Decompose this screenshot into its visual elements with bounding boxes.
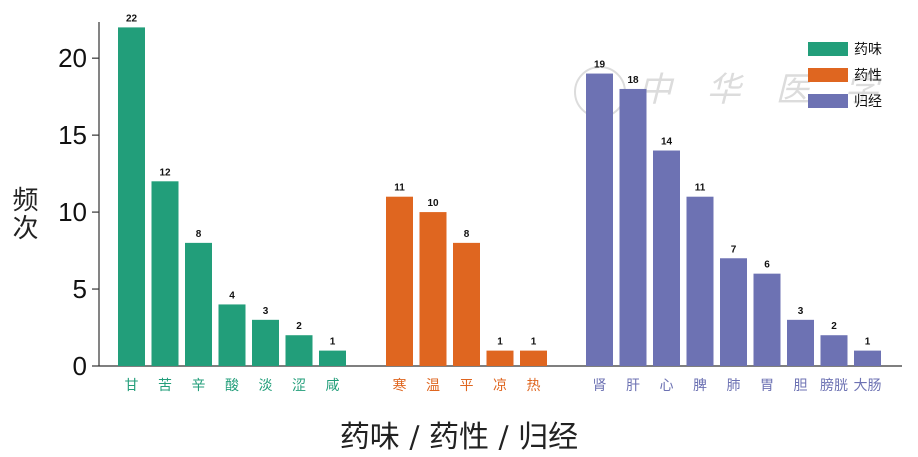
legend-swatch [808,42,848,56]
bar [720,258,747,366]
bar [586,73,613,366]
bar [820,335,848,366]
bar [753,273,781,366]
x-tick-label: 肺 [727,378,741,394]
bar [252,319,279,366]
x-tick-label: 肾 [593,378,607,394]
data-label: 1 [865,337,871,348]
data-label: 2 [831,321,837,332]
x-tick-label: 辛 [192,378,206,394]
x-tick-label: 脾 [693,378,707,394]
data-label: 7 [731,244,737,255]
y-axis-label: 频次 [8,186,38,242]
legend-swatch [808,94,848,108]
bar [520,350,547,366]
data-label: 8 [464,229,470,240]
data-label: 22 [126,13,138,24]
data-label: 3 [263,306,269,317]
data-label: 19 [594,60,606,71]
x-tick-label: 胃 [760,378,774,394]
legend-label: 归经 [854,93,882,110]
bar [118,27,145,367]
bar [285,335,313,366]
bar [653,150,680,366]
x-tick-label: 涩 [292,378,306,394]
y-tick-label: 0 [73,351,87,381]
legend-swatch [808,68,848,82]
data-label: 18 [627,75,639,86]
data-label: 4 [229,290,235,301]
bar [686,196,714,366]
bar [619,88,647,367]
y-tick-label: 5 [73,274,87,304]
bar [854,350,881,366]
x-tick-label: 膀胱 [820,377,848,394]
data-label: 2 [296,321,302,332]
bar [787,319,814,366]
x-tick-label: 酸 [225,378,239,394]
x-axis-label: 药味 / 药性 / 归经 [339,420,579,455]
x-tick-label: 温 [426,378,440,394]
legend-label: 药性 [854,68,882,84]
data-label: 11 [695,183,706,194]
bar [486,350,514,366]
x-tick-label: 凉 [493,378,507,394]
data-label: 3 [798,306,804,317]
bars: 22甘12苦8辛4酸3淡2涩1咸11寒10温8平1凉1热19肾18肝14心11脾… [118,13,882,394]
data-label: 8 [196,229,202,240]
bar [386,196,413,366]
x-tick-label: 热 [527,378,541,394]
data-label: 1 [497,337,503,348]
x-tick-label: 咸 [326,378,340,394]
data-label: 6 [764,260,770,271]
x-tick-label: 肝 [626,378,640,394]
data-label: 12 [159,167,171,178]
x-tick-label: 平 [460,378,474,394]
data-label: 1 [330,337,336,348]
bar [319,350,346,366]
x-tick-label: 甘 [125,378,139,394]
data-label: 11 [394,183,405,194]
bar [151,181,179,366]
bar [185,242,212,366]
bar [419,212,447,366]
x-tick-label: 胆 [794,378,808,394]
x-tick-label: 心 [660,378,674,394]
y-tick-label: 10 [58,197,87,227]
x-tick-label: 苦 [158,378,172,394]
legend-label: 药味 [854,42,882,58]
data-label: 10 [427,198,439,209]
y-tick-label: 20 [58,43,87,73]
bar [218,304,246,366]
x-tick-label: 淡 [259,378,273,394]
bar [453,242,480,366]
data-label: 14 [661,137,673,148]
x-tick-label: 寒 [393,377,407,394]
watermark: 中 华 医 学 会 [574,62,918,122]
x-tick-label: 大肠 [854,378,882,394]
y-tick-label: 15 [58,120,87,150]
data-label: 1 [531,337,537,348]
